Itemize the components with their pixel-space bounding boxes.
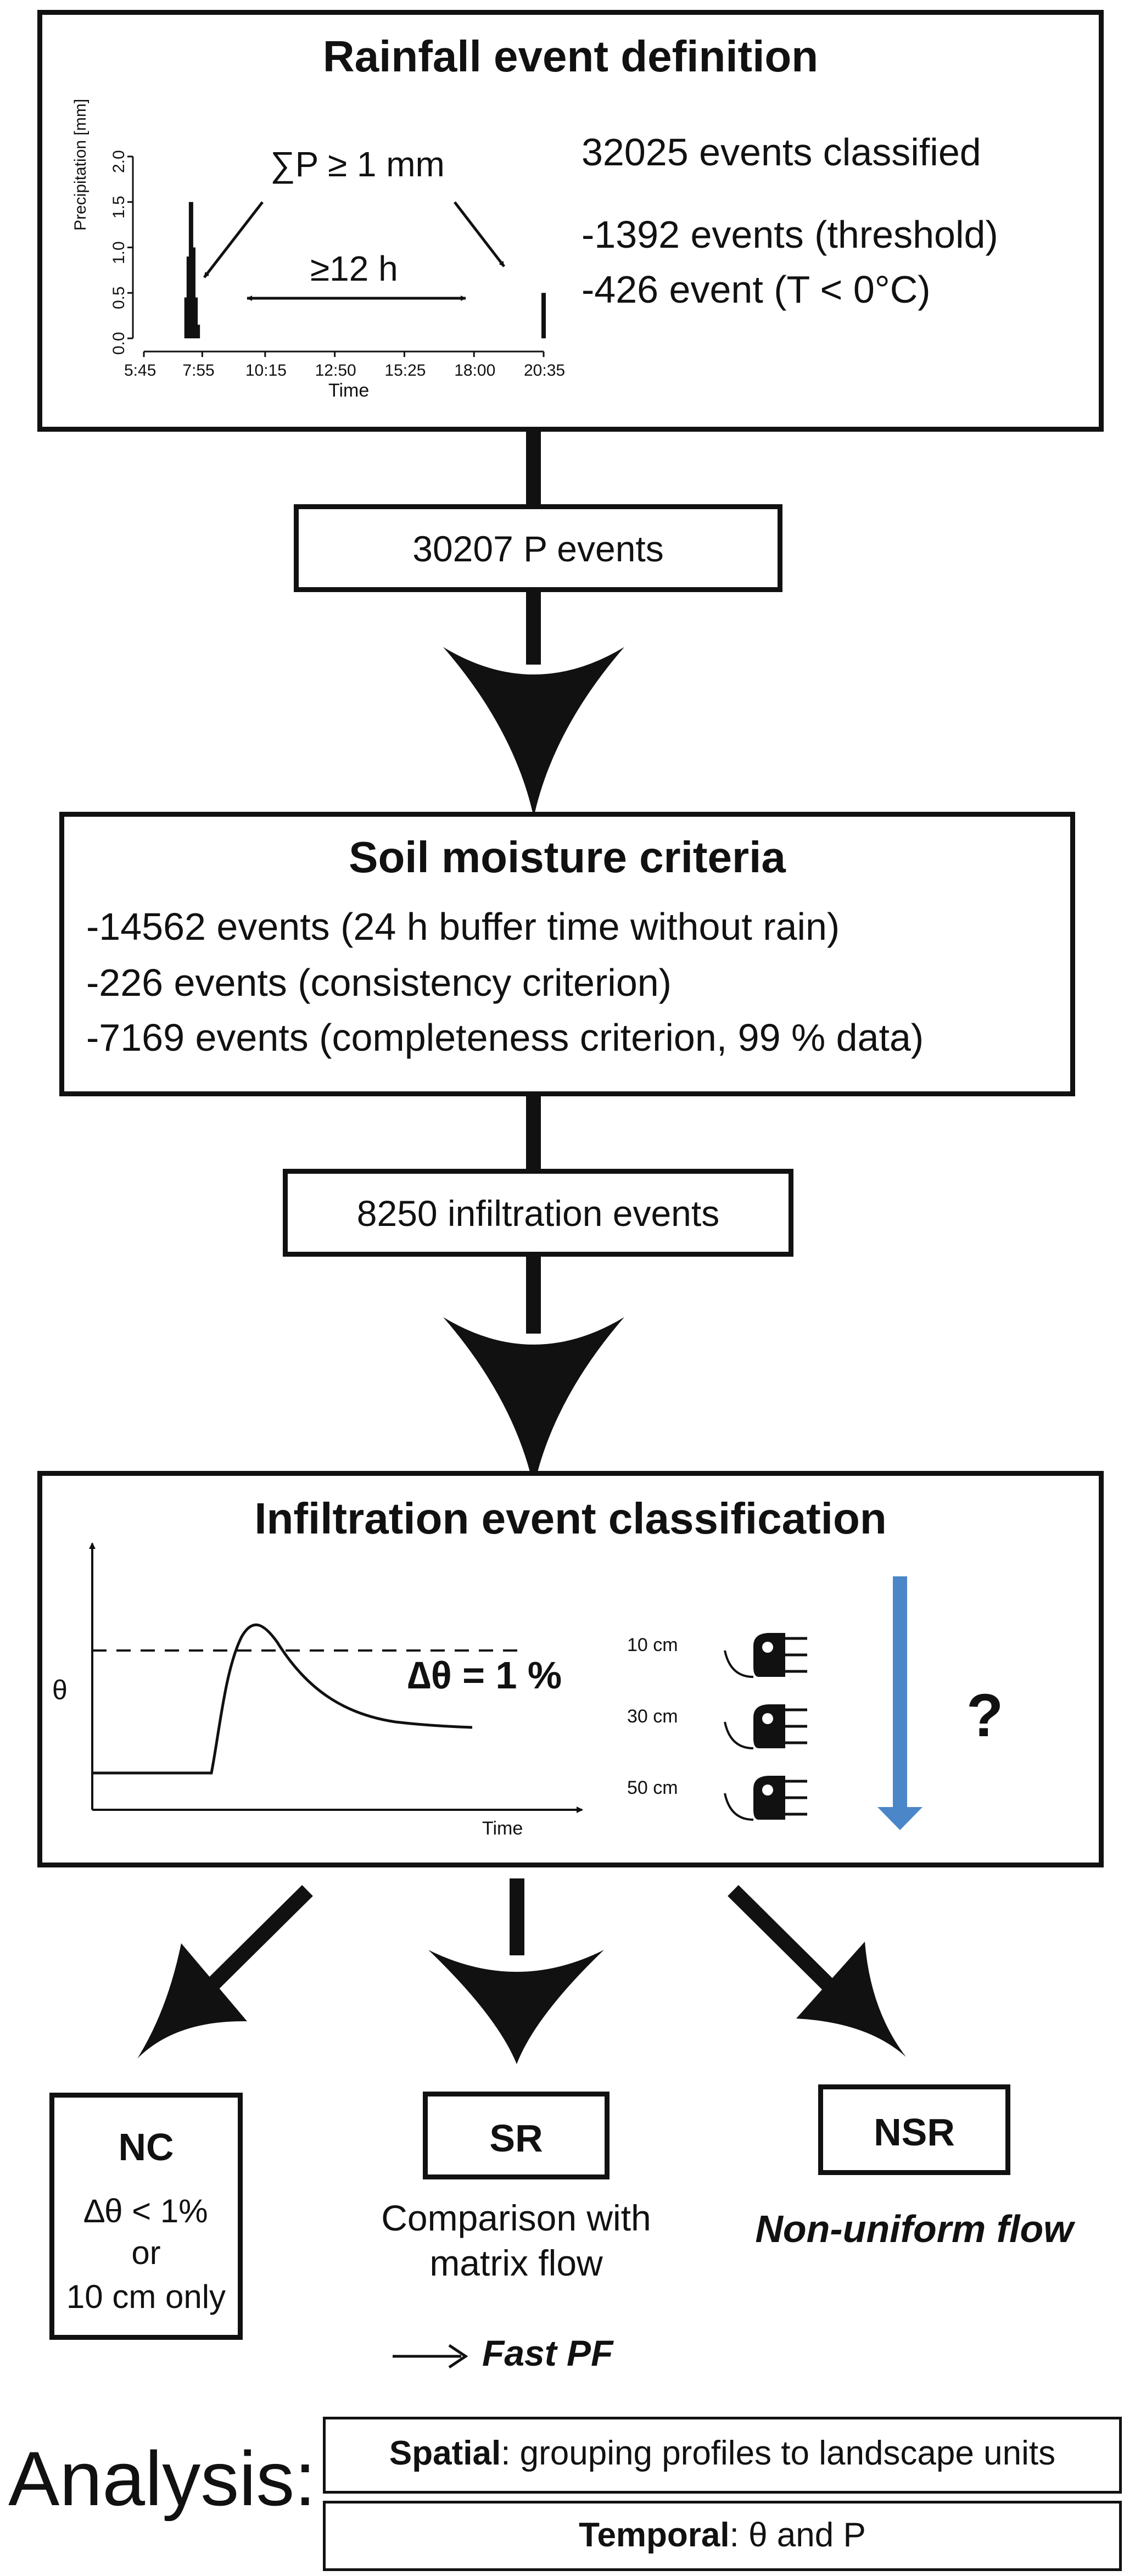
theta-curve: [92, 1623, 473, 1775]
rainfall-line-3: -426 event (T < 0°C): [582, 268, 931, 311]
precip-xtick-label: 7:55: [182, 361, 215, 380]
arrow-to-sr: [428, 1878, 604, 2064]
sr-box: SR: [423, 2092, 610, 2179]
infiltration-down-arrow-icon: [877, 1576, 922, 1830]
spatial-key: Spatial: [389, 2434, 501, 2472]
temporal-box: Temporal: θ and P: [323, 2501, 1122, 2571]
sum-precip-label: ∑P ≥ 1 mm: [270, 144, 445, 184]
nsr-desc: Non-uniform flow: [755, 2207, 1074, 2250]
nsr-code: NSR: [874, 2111, 955, 2154]
depth-30cm: 30 cm: [627, 1706, 678, 1727]
time-axis-label: Time: [482, 1818, 523, 1839]
delta-theta-label: ∆θ = 1 %: [407, 1654, 562, 1697]
depth-50cm: 50 cm: [627, 1777, 678, 1798]
connector-line-2: [526, 592, 541, 665]
precip-xtick-label: 18:00: [454, 361, 496, 380]
precip-bar: [195, 325, 200, 338]
infiltration-title: Infiltration event classification: [254, 1494, 887, 1543]
precip-bar: [186, 257, 191, 338]
soil-line-3: -7169 events (completeness criterion, 99…: [86, 1016, 924, 1059]
rainfall-annotation-arrows: [203, 201, 505, 301]
precip-xtick-label: 5:45: [124, 361, 156, 380]
sr-result: Fast PF: [482, 2333, 613, 2373]
temporal-text-wrap: Temporal: θ and P: [326, 2516, 1119, 2555]
spatial-text-wrap: Spatial: grouping profiles to landscape …: [326, 2434, 1119, 2473]
nc-desc-2: or: [131, 2234, 161, 2271]
soil-line-2: -226 events (consistency criterion): [86, 961, 672, 1004]
connector-line-3: [526, 1096, 541, 1170]
rainfall-line-1: 32025 events classified: [582, 131, 981, 174]
sr-desc-1: Comparison with: [381, 2198, 651, 2238]
infiltration-events-label: 8250 infiltration events: [356, 1193, 720, 1234]
precip-xtick-label: 15:25: [384, 361, 426, 380]
rainfall-event-box: Rainfall event definition 32025 events c…: [37, 10, 1104, 432]
rainfall-title: Rainfall event definition: [322, 32, 819, 81]
temporal-key: Temporal: [579, 2516, 730, 2554]
precip-bar: [188, 202, 193, 338]
sensor-30cm-icon: [724, 1704, 807, 1749]
nc-desc-1: ∆θ < 1%: [84, 2193, 208, 2229]
nc-code: NC: [118, 2126, 174, 2168]
nc-desc-3: 10 cm only: [66, 2278, 226, 2315]
soil-moisture-response-plot: [89, 1542, 922, 1830]
arrow-to-first-event: [203, 201, 264, 278]
rainfall-line-2: -1392 events (threshold): [582, 213, 998, 256]
spatial-box: Spatial: grouping profiles to landscape …: [323, 2417, 1122, 2494]
p-events-box: 30207 P events: [294, 504, 782, 592]
theta-axis-label: θ: [52, 1675, 68, 1705]
soil-title: Soil moisture criteria: [349, 833, 786, 882]
sr-code: SR: [489, 2117, 543, 2160]
soil-line-1: -14562 events (24 h buffer time without …: [86, 905, 840, 948]
arrow-to-nc: [137, 1885, 313, 2059]
gap-label: ≥12 h: [310, 249, 398, 288]
precip-bar: [184, 297, 189, 338]
precip-xtick-label: 12:50: [315, 361, 356, 380]
connector-line-4: [526, 1257, 541, 1334]
sr-desc-2: matrix flow: [429, 2243, 603, 2283]
fast-pf-arrow: [393, 2344, 468, 2369]
precip-bar: [541, 293, 546, 338]
nc-box: NC ∆θ < 1% or 10 cm only: [49, 2093, 243, 2340]
analysis-label: Analysis:: [8, 2435, 316, 2522]
sensor-10cm-icon: [724, 1633, 807, 1678]
arrow-to-nsr: [728, 1885, 906, 2057]
nsr-box: NSR: [818, 2084, 1010, 2175]
question-mark: ?: [966, 1682, 1004, 1749]
temporal-text: : θ and P: [729, 2516, 866, 2554]
precip-xtick-label: 20:35: [524, 361, 566, 380]
precip-bar: [193, 297, 198, 338]
spatial-text: : grouping profiles to landscape units: [501, 2434, 1056, 2472]
precip-xtick-label: 10:15: [245, 361, 287, 380]
down-arrow-1: [443, 647, 624, 817]
depth-10cm: 10 cm: [627, 1635, 678, 1655]
branch-arrows: [137, 1878, 906, 2064]
arrow-to-second-event: [454, 201, 505, 267]
precipitation-xlabel: Time: [328, 380, 370, 401]
infiltration-classification-box: Infiltration event classification: [37, 1471, 1104, 1867]
precipitation-chart: [127, 155, 546, 357]
sensor-50cm-icon: [724, 1776, 807, 1821]
precip-bar: [191, 247, 195, 338]
soil-moisture-box: Soil moisture criteria -14562 events (24…: [59, 812, 1075, 1096]
infiltration-events-box: 8250 infiltration events: [283, 1169, 793, 1257]
connector-line-1: [526, 432, 541, 506]
down-arrow-2: [443, 1317, 624, 1487]
p-events-label: 30207 P events: [412, 528, 664, 569]
